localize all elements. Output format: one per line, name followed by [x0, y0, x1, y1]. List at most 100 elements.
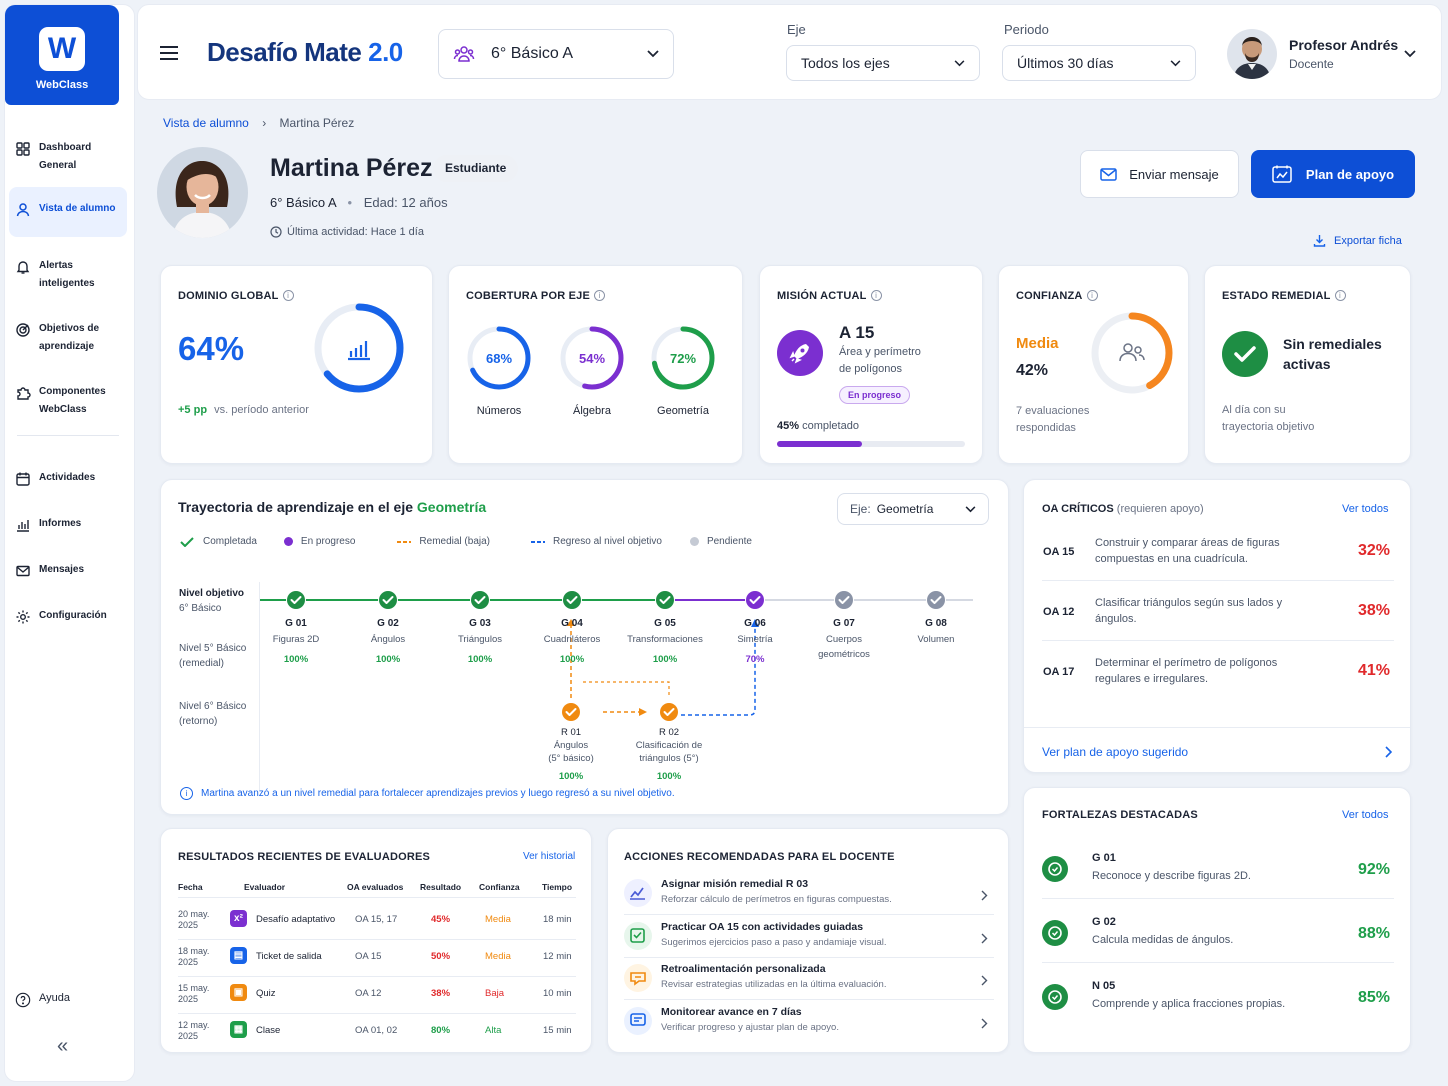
- row-divider: [1042, 640, 1394, 641]
- coverage-label: Álgebra: [573, 405, 611, 417]
- trajectory-node-g03[interactable]: [470, 590, 490, 610]
- strength-row[interactable]: G 01 Reconoce y describe figuras 2D. 92%: [1024, 848, 1410, 908]
- table-row[interactable]: 20 may. 2025 x² Desafío adaptativo OA 15, 17…: [161, 907, 591, 941]
- critical-oa-row[interactable]: OA 17 Determinar el perímetro de polígono…: [1024, 656, 1410, 712]
- remedial-node-r01[interactable]: [561, 702, 581, 722]
- level-line: Nivel 6° Básico: [179, 701, 247, 712]
- help-link[interactable]: Ayuda: [9, 983, 127, 1015]
- send-message-button[interactable]: Enviar mensaje: [1080, 150, 1239, 198]
- remedial-status-1: Sin remediales: [1283, 336, 1382, 352]
- export-label: Exportar ficha: [1334, 234, 1402, 247]
- cell-date: 2025: [178, 994, 199, 1004]
- chart-icon: [348, 341, 370, 361]
- gear-icon: [16, 610, 30, 624]
- info-icon[interactable]: i: [282, 290, 294, 301]
- info-icon[interactable]: i: [594, 290, 606, 301]
- recommendation-item[interactable]: Practicar OA 15 con actividades guiadas S…: [608, 920, 1008, 960]
- card-title: ESTADO REMEDIAL i: [1222, 290, 1346, 302]
- clock-icon: [270, 226, 282, 238]
- recommendation-title: Practicar OA 15 con actividades guiadas: [661, 920, 864, 933]
- trajectory-node-g01[interactable]: [286, 590, 306, 610]
- confianza-card: CONFIANZA i Media 42% 7 evaluaciones resp…: [998, 265, 1189, 464]
- table-header: Tiempo: [542, 882, 573, 892]
- critical-view-all[interactable]: Ver todos: [1342, 503, 1389, 515]
- results-history-link[interactable]: Ver historial: [523, 851, 576, 862]
- coverage-value: 54%: [578, 351, 606, 366]
- axis-select-value: Geometría: [876, 502, 934, 516]
- trajectory-node-g05[interactable]: [655, 590, 675, 610]
- remedial-node-r02[interactable]: [659, 702, 679, 722]
- sidebar-item-alerts[interactable]: Alertas inteligentes: [9, 251, 127, 298]
- critical-oa-card: OA CRÍTICOS (requieren apoyo) Ver todos …: [1023, 479, 1411, 773]
- oa-percent: 38%: [1358, 602, 1391, 619]
- trajectory-node-g02[interactable]: [378, 590, 398, 610]
- legend-dash-remedial: [397, 540, 412, 543]
- support-plan-button[interactable]: Plan de apoyo: [1251, 150, 1415, 198]
- recommendation-item[interactable]: Asignar misión remedial R 03 Reforzar cál…: [608, 877, 1008, 917]
- recommendation-item[interactable]: Monitorear avance en 7 días Verificar pro…: [608, 1005, 1008, 1045]
- teacher-avatar[interactable]: [1227, 29, 1277, 79]
- trajectory-node-g06[interactable]: [745, 590, 765, 610]
- class-select[interactable]: 6° Básico A: [438, 29, 674, 79]
- table-row[interactable]: 18 may. 2025 ▤ Ticket de salida OA 15 50% Medi…: [161, 944, 591, 978]
- confianza-note-2: respondidas: [1016, 422, 1076, 434]
- info-icon[interactable]: i: [1086, 290, 1098, 301]
- strength-desc: Calcula medidas de ángulos.: [1092, 934, 1234, 946]
- trajectory-node-g07[interactable]: [834, 590, 854, 610]
- info-icon[interactable]: i: [1334, 290, 1346, 301]
- node-name: Ángulos: [370, 634, 406, 645]
- export-link[interactable]: Exportar ficha: [1313, 234, 1402, 247]
- card-title-text: MISIÓN ACTUAL: [777, 290, 867, 302]
- row-divider: [1042, 962, 1394, 963]
- trajectory-node-g08[interactable]: [926, 590, 946, 610]
- breadcrumb: Vista de alumno › Martina Pérez: [163, 116, 354, 130]
- cell-oa: OA 12: [355, 988, 382, 999]
- sidebar-item-dashboard[interactable]: Dashboard General: [9, 133, 127, 180]
- support-plan-link[interactable]: Ver plan de apoyo sugerido: [1042, 745, 1189, 759]
- node-code: G 01: [285, 618, 307, 629]
- sidebar-item-objectives[interactable]: Objetivos de aprendizaje: [9, 314, 127, 361]
- critical-oa-row[interactable]: OA 15 Construir y comparar áreas de figur…: [1024, 536, 1410, 592]
- strengths-view-all[interactable]: Ver todos: [1342, 809, 1389, 821]
- trajectory-title-axis: Geometría: [416, 499, 487, 515]
- help-label: Ayuda: [39, 992, 70, 1005]
- critical-oa-row[interactable]: OA 12 Clasificar triángulos según sus lad…: [1024, 596, 1410, 652]
- sidebar-item-settings[interactable]: Configuración: [9, 601, 127, 631]
- collapse-sidebar-button[interactable]: «: [57, 1035, 69, 1057]
- strength-row[interactable]: G 02 Calcula medidas de ángulos. 88%: [1024, 912, 1410, 972]
- trajectory-node-g04[interactable]: [562, 590, 582, 610]
- sidebar-item-reports[interactable]: Informes: [9, 509, 127, 539]
- recommendation-desc: Reforzar cálculo de perímetros en figura…: [661, 894, 892, 905]
- cell-confidence: Media: [485, 951, 511, 962]
- sidebar-item-messages[interactable]: Mensajes: [9, 555, 127, 585]
- eje-select[interactable]: Todos los ejes: [786, 45, 980, 81]
- chevron-down-icon: [1170, 59, 1181, 66]
- node-name: Cuadriláteros: [543, 634, 601, 645]
- sidebar-item-student-view[interactable]: Vista de alumno: [9, 187, 127, 237]
- strength-row[interactable]: N 05 Comprende y aplica fracciones propia…: [1024, 976, 1410, 1036]
- evaluator-icon: ▣: [230, 984, 247, 1001]
- sidebar-item-components[interactable]: Componentes WebClass: [9, 377, 127, 424]
- chevron-down-icon[interactable]: [1404, 50, 1416, 58]
- card-title-text: ESTADO REMEDIAL: [1222, 290, 1331, 302]
- recommendation-title: Asignar misión remedial R 03: [661, 878, 809, 890]
- recommendation-item[interactable]: Retroalimentación personalizada Revisar e…: [608, 962, 1008, 1002]
- people-icon: [1119, 343, 1145, 362]
- node-name: Figuras 2D: [272, 634, 320, 645]
- chevron-right-icon[interactable]: [1384, 746, 1392, 758]
- webclass-logo[interactable]: W WebClass: [5, 5, 119, 105]
- recommendation-desc: Verificar progreso y ajustar plan de apo…: [661, 1021, 839, 1033]
- sidebar-item-activities[interactable]: Actividades: [9, 463, 127, 493]
- table-row[interactable]: 15 may. 2025 ▣ Quiz OA 12 38% Baja 10 min: [161, 981, 591, 1015]
- table-row[interactable]: 12 may. 2025 ▦ Clase OA 01, 02 80% Alta 15 min: [161, 1018, 591, 1052]
- card-title: MISIÓN ACTUAL i: [777, 290, 882, 302]
- breadcrumb-root[interactable]: Vista de alumno: [163, 116, 249, 130]
- trajectory-card: Trayectoria de aprendizaje en el eje Geo…: [160, 479, 1009, 815]
- periodo-select[interactable]: Últimos 30 días: [1002, 45, 1196, 81]
- table-header: Evaluador: [244, 882, 286, 892]
- trajectory-axis-select[interactable]: Eje: Geometría: [837, 493, 989, 525]
- menu-icon[interactable]: [159, 45, 179, 61]
- info-icon[interactable]: i: [870, 290, 882, 301]
- sidebar-label: Dashboard: [39, 142, 92, 153]
- dominio-value: 64%: [178, 330, 245, 367]
